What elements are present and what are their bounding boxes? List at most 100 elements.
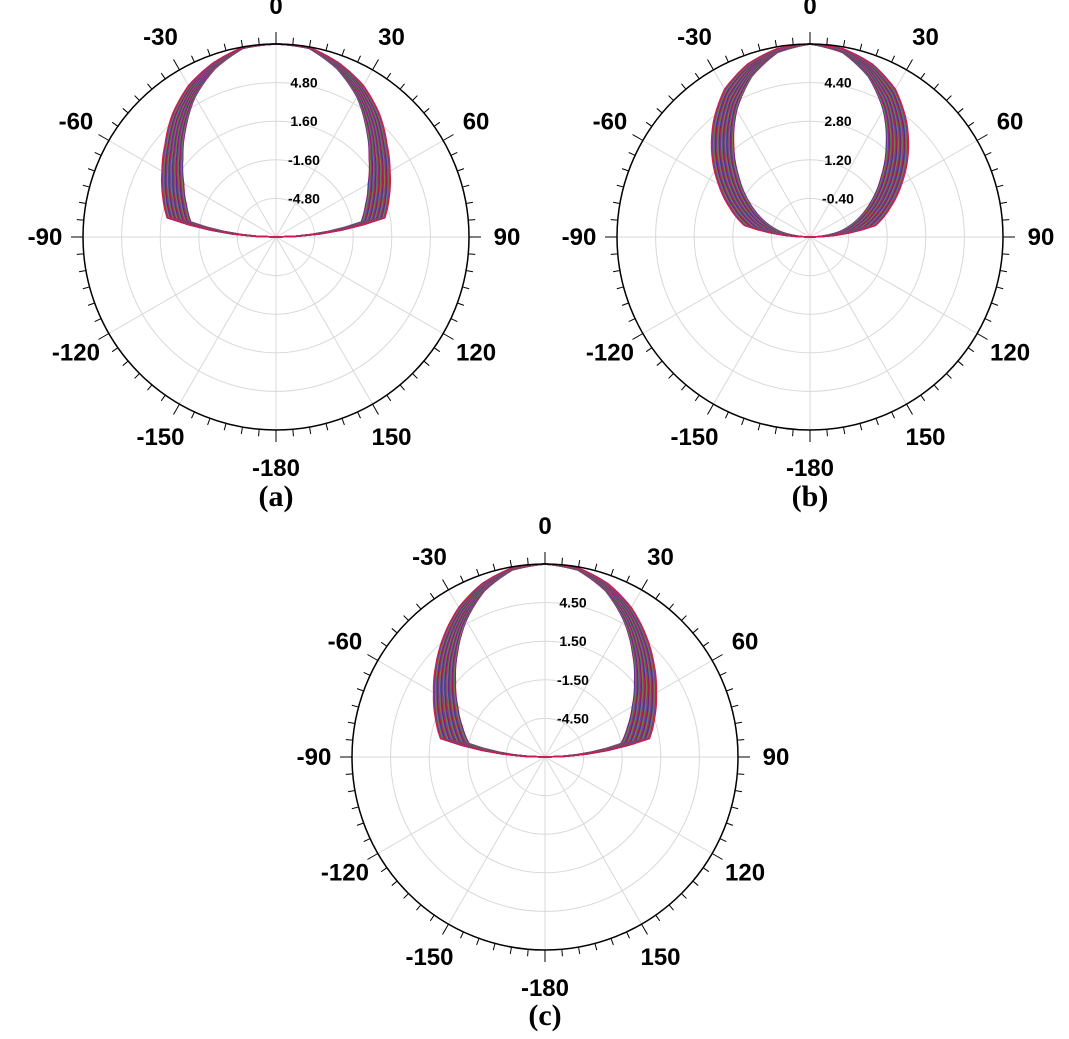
angle-tick: [578, 946, 581, 955]
angle-tick-label: 30: [378, 24, 405, 51]
angle-tick: [668, 95, 674, 101]
angle-tick: [292, 429, 294, 437]
angle-tick: [726, 822, 734, 826]
angle-tick: [399, 83, 405, 90]
angle-tick: [457, 168, 465, 172]
angle-tick: [616, 184, 624, 188]
radial-tick-label: 1.20: [824, 152, 851, 168]
radial-tick-label: 2.80: [824, 113, 851, 129]
angle-tick: [774, 39, 777, 48]
angle-tick: [859, 43, 863, 51]
angle-tick: [412, 95, 418, 101]
angle-tick: [681, 384, 687, 391]
angle-tick: [341, 418, 345, 426]
angle-tick: [734, 790, 743, 793]
grid-spoke: [377, 756, 546, 854]
angle-tick: [356, 822, 364, 826]
angle-tick: [94, 318, 102, 322]
angle-tick: [626, 575, 630, 583]
angle-tick: [191, 55, 195, 63]
angle-tick: [933, 83, 939, 90]
angle-tick: [433, 121, 441, 127]
angle-tick: [357, 55, 361, 63]
angle-tick: [82, 286, 90, 290]
angle-tick-label: 0: [269, 0, 282, 20]
angle-tick: [173, 59, 180, 71]
angle-tick: [367, 654, 379, 661]
angle-tick-label: -180: [786, 455, 834, 482]
radial-tick-label: -1.60: [288, 152, 320, 168]
angle-tick: [527, 949, 529, 957]
grid-spoke: [179, 69, 277, 238]
angle-tick: [731, 704, 739, 708]
angle-tick: [462, 286, 470, 290]
angle-tick: [423, 360, 430, 366]
angle-tick: [345, 739, 353, 741]
angle-tick: [450, 318, 458, 322]
angle-tick: [492, 563, 496, 571]
angle-tick: [460, 931, 464, 939]
angle-tick: [668, 904, 674, 911]
angle-tick: [967, 347, 975, 353]
angle-tick: [645, 347, 653, 353]
angle-tick: [612, 270, 621, 273]
radial-tick-label: 4.40: [824, 75, 851, 91]
angle-tick: [386, 72, 392, 80]
angle-tick: [826, 429, 828, 437]
angle-tick: [906, 59, 913, 71]
angle-tick: [111, 347, 119, 353]
angle-tick: [347, 721, 356, 724]
angle-tick: [719, 838, 727, 842]
angle-tick: [906, 403, 913, 415]
angle-tick-label: -60: [59, 109, 94, 136]
angle-tick: [416, 904, 422, 911]
angle-tick: [351, 704, 359, 708]
angle-tick: [737, 739, 745, 741]
grid-spoke: [377, 660, 546, 758]
angle-tick-label: 90: [494, 224, 521, 251]
angle-tick-label: 120: [456, 340, 496, 367]
angle-tick-label: -120: [52, 340, 100, 367]
angle-tick: [527, 557, 529, 565]
angle-tick: [792, 37, 794, 45]
angle-tick: [641, 579, 648, 591]
angle-tick: [725, 55, 729, 63]
polar-chart-b: 0 30 60 90 120 150 -180 -150 -120 -90 -60 -30 4.40 2.…: [562, 0, 1055, 513]
angle-tick: [668, 373, 674, 379]
angle-tick: [628, 152, 636, 156]
angle-tick: [391, 628, 398, 634]
angle-tick: [258, 429, 260, 437]
grid-spoke: [642, 236, 811, 334]
angle-tick: [357, 411, 361, 419]
angle-tick: [741, 48, 745, 56]
angle-tick: [610, 253, 618, 255]
angle-tick: [1002, 219, 1010, 221]
angle-tick: [741, 418, 745, 426]
angle-tick: [976, 333, 988, 340]
angle-tick: [792, 429, 794, 437]
angle-tick: [875, 48, 879, 56]
angle-tick: [450, 152, 458, 156]
angle-tick: [460, 575, 464, 583]
angle-tick: [996, 184, 1004, 188]
radial-tick-label: 4.80: [290, 75, 317, 91]
angle-tick: [681, 83, 687, 90]
angle-tick: [875, 418, 879, 426]
angle-tick-label: 150: [905, 424, 945, 451]
angle-tick: [957, 108, 964, 114]
chart-caption: (c): [528, 999, 561, 1032]
angle-tick-label: -90: [297, 744, 332, 771]
angle-tick: [111, 121, 119, 127]
angle-tick: [98, 333, 110, 340]
grid-spoke: [809, 236, 978, 334]
angle-tick: [309, 426, 312, 435]
angle-tick: [578, 559, 581, 568]
angle-tick: [692, 628, 699, 634]
angle-tick: [632, 134, 644, 141]
grid-spoke: [179, 236, 277, 405]
angle-tick-label: -90: [28, 224, 63, 251]
angle-tick: [891, 55, 895, 63]
angle-tick: [668, 603, 674, 610]
angle-tick: [946, 95, 952, 101]
angle-tick: [711, 853, 723, 860]
